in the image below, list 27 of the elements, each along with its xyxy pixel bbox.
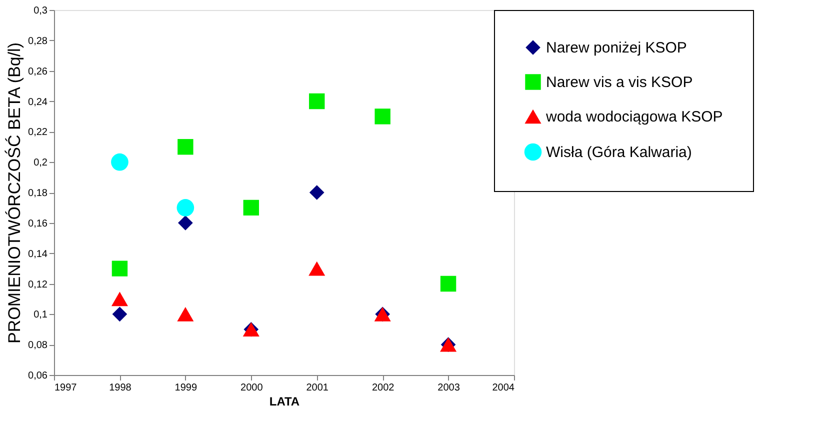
x-tick-label: 2001 [306,382,329,394]
y-tick-label: 0,22 [28,127,48,138]
x-tick-label: 1997 [54,382,78,394]
y-tick-label: 0,16 [28,218,48,230]
x-tick-label: 2003 [438,382,460,394]
y-tick-label: 0,1 [34,310,48,321]
y-tick-label: 0,2 [34,158,48,169]
legend-label: Narew vis a vis KSOP [546,74,693,91]
y-axis-title: PROMIENIOTWÓRCZOŚĆ BETA (Bq/l) [4,42,24,344]
y-tick-label: 0,3 [34,6,48,16]
x-axis-title: LATA [269,394,300,408]
legend-label: Wisła (Góra Kalwaria) [546,144,692,161]
x-tick-label: 2000 [240,382,264,394]
x-tick-label: 1999 [174,382,198,394]
legend-label: woda wodociągowa KSOP [545,108,723,126]
x-tick-label: 2004 [492,382,515,394]
y-tick-label: 0,08 [28,340,48,352]
y-tick-label: 0,12 [28,279,48,290]
y-tick-label: 0,26 [28,66,48,78]
legend-label: Narew poniżej KSOP [546,40,687,56]
y-tick-label: 0,28 [28,36,48,47]
x-tick-label: 1998 [109,382,132,394]
y-tick-label: 0,14 [28,248,48,260]
y-tick-label: 0,18 [28,188,48,199]
x-tick-label: 2002 [372,382,395,394]
y-tick-label: 0,24 [28,96,48,108]
y-tick-label: 0,06 [28,370,48,382]
